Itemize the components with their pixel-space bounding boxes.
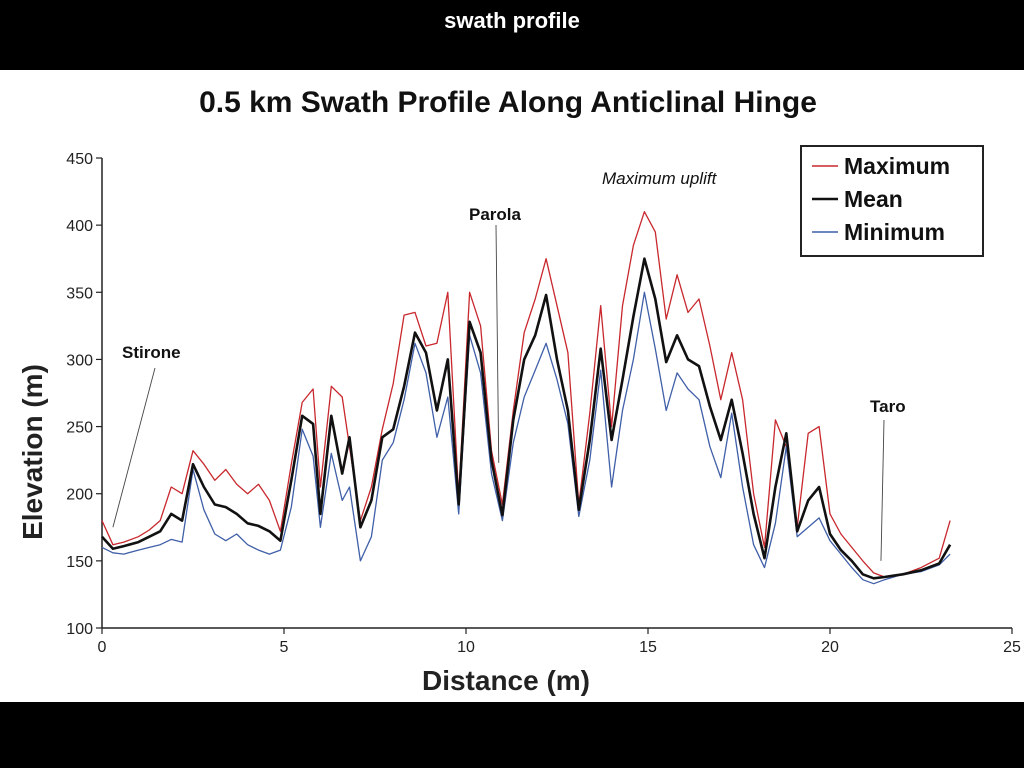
legend-label-maximum: Maximum xyxy=(844,153,950,179)
annotations: Stirone Parola Taro Maximum uplift xyxy=(112,169,906,561)
series-line-maximum xyxy=(101,211,951,578)
y-tick-label: 300 xyxy=(66,352,93,369)
x-tick-label: 15 xyxy=(639,639,657,656)
y-tick-label: 450 xyxy=(66,151,93,168)
series-line-mean xyxy=(101,257,952,580)
axes xyxy=(96,157,1013,634)
annotation-taro: Taro xyxy=(870,397,906,416)
y-tick-label: 150 xyxy=(66,554,93,571)
x-axis-label: Distance (m) xyxy=(422,665,590,696)
x-tick-label: 20 xyxy=(821,639,839,656)
x-tick-label: 10 xyxy=(457,639,475,656)
legend-label-mean: Mean xyxy=(844,186,903,212)
legend-box xyxy=(800,145,984,257)
y-tick-label: 350 xyxy=(66,285,93,302)
x-tick-label: 25 xyxy=(1003,639,1021,656)
stirone-leader-line xyxy=(112,367,156,528)
y-tick-label: 100 xyxy=(66,621,93,638)
y-tick-label: 250 xyxy=(66,420,93,437)
tick-labels: 100 150 200 250 300 350 400 450 0 5 10 15 20 25 xyxy=(66,151,1021,656)
annotation-maximum-uplift: Maximum uplift xyxy=(602,169,718,188)
y-tick-label: 400 xyxy=(66,218,93,235)
y-tick-label: 200 xyxy=(66,487,93,504)
annotation-parola: Parola xyxy=(469,205,522,224)
series-line-minimum xyxy=(101,291,951,585)
x-tick-label: 0 xyxy=(98,639,107,656)
parola-leader-line xyxy=(495,224,500,463)
y-axis-label: Elevation (m) xyxy=(17,364,48,540)
legend-label-minimum: Minimum xyxy=(844,219,945,245)
slide-title: swath profile xyxy=(444,8,580,33)
taro-leader-line xyxy=(880,419,885,561)
legend: Maximum Mean Minimum xyxy=(800,145,984,257)
chart-title: 0.5 km Swath Profile Along Anticlinal Hi… xyxy=(199,86,817,119)
annotation-stirone: Stirone xyxy=(122,343,181,362)
chart-panel: 0.5 km Swath Profile Along Anticlinal Hi… xyxy=(0,70,1024,702)
x-tick-label: 5 xyxy=(280,639,289,656)
swath-profile-chart: 0.5 km Swath Profile Along Anticlinal Hi… xyxy=(17,86,1021,696)
series-lines xyxy=(101,211,952,585)
